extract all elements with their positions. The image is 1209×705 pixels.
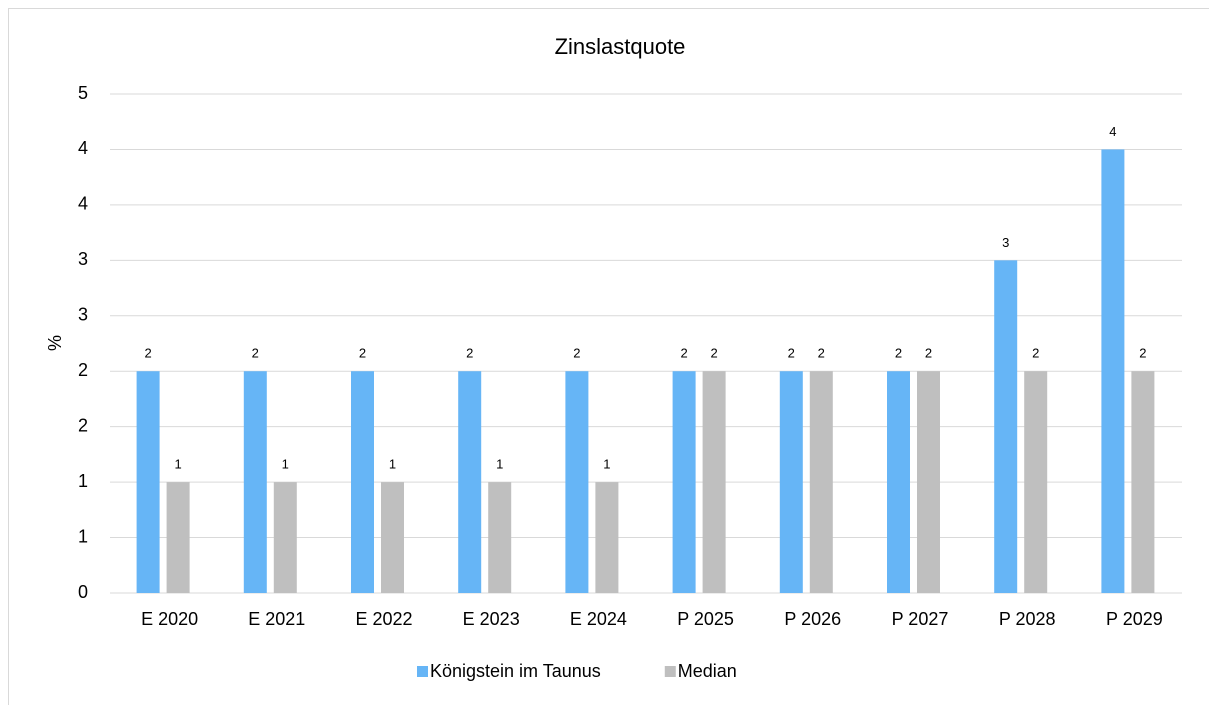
data-label: 2 — [466, 346, 473, 361]
y-axis-label: % — [45, 335, 65, 351]
legend-label: Median — [678, 661, 737, 681]
bar — [994, 260, 1018, 593]
y-tick-label: 0 — [78, 582, 88, 602]
data-label: 2 — [818, 346, 825, 361]
bar — [136, 371, 160, 593]
chart-border — [8, 8, 1209, 705]
bar — [273, 482, 297, 593]
y-tick-label: 1 — [78, 526, 88, 546]
data-label: 2 — [573, 346, 580, 361]
bar — [1101, 149, 1125, 593]
x-tick-label: P 2026 — [784, 609, 841, 629]
data-label: 1 — [496, 457, 503, 472]
data-label: 1 — [603, 457, 610, 472]
bar — [166, 482, 190, 593]
x-tick-label: E 2024 — [570, 609, 627, 629]
bar — [458, 371, 482, 593]
data-label: 4 — [1109, 124, 1116, 139]
y-tick-label: 5 — [78, 83, 88, 103]
bar — [809, 371, 833, 593]
data-label: 2 — [252, 346, 259, 361]
bar — [1024, 371, 1048, 593]
data-label: 2 — [895, 346, 902, 361]
y-tick-label: 2 — [78, 360, 88, 380]
legend-swatch — [664, 666, 676, 677]
x-tick-label: E 2021 — [248, 609, 305, 629]
data-label: 2 — [144, 346, 151, 361]
bar — [779, 371, 803, 593]
y-tick-label: 2 — [78, 415, 88, 435]
y-tick-label: 1 — [78, 471, 88, 491]
bar — [488, 482, 512, 593]
data-label: 2 — [710, 346, 717, 361]
data-label: 1 — [282, 457, 289, 472]
x-tick-label: P 2029 — [1106, 609, 1163, 629]
bar — [672, 371, 696, 593]
data-label: 2 — [925, 346, 932, 361]
bar — [702, 371, 726, 593]
data-label: 1 — [389, 457, 396, 472]
y-tick-label: 4 — [78, 138, 88, 158]
data-label: 2 — [788, 346, 795, 361]
x-tick-label: E 2023 — [463, 609, 520, 629]
data-label: 1 — [174, 457, 181, 472]
data-label: 3 — [1002, 235, 1009, 250]
bar — [351, 371, 374, 593]
bar — [565, 371, 589, 593]
bar — [917, 371, 940, 593]
chart-title: Zinslastquote — [555, 34, 686, 59]
legend-swatch — [417, 666, 428, 677]
legend-label: Königstein im Taunus — [430, 661, 601, 681]
x-tick-label: P 2028 — [999, 609, 1056, 629]
data-label: 2 — [1139, 346, 1146, 361]
data-label: 2 — [680, 346, 687, 361]
data-label: 2 — [359, 346, 366, 361]
x-tick-label: P 2027 — [892, 609, 949, 629]
x-tick-label: E 2020 — [141, 609, 198, 629]
y-tick-label: 3 — [78, 305, 88, 325]
bar — [595, 482, 619, 593]
bar — [887, 371, 910, 593]
y-tick-label: 3 — [78, 249, 88, 269]
x-tick-label: E 2022 — [355, 609, 412, 629]
bar — [381, 482, 404, 593]
bar — [1131, 371, 1155, 593]
bar — [243, 371, 267, 593]
x-tick-label: P 2025 — [677, 609, 734, 629]
y-tick-label: 4 — [78, 194, 88, 214]
data-label: 2 — [1032, 346, 1039, 361]
